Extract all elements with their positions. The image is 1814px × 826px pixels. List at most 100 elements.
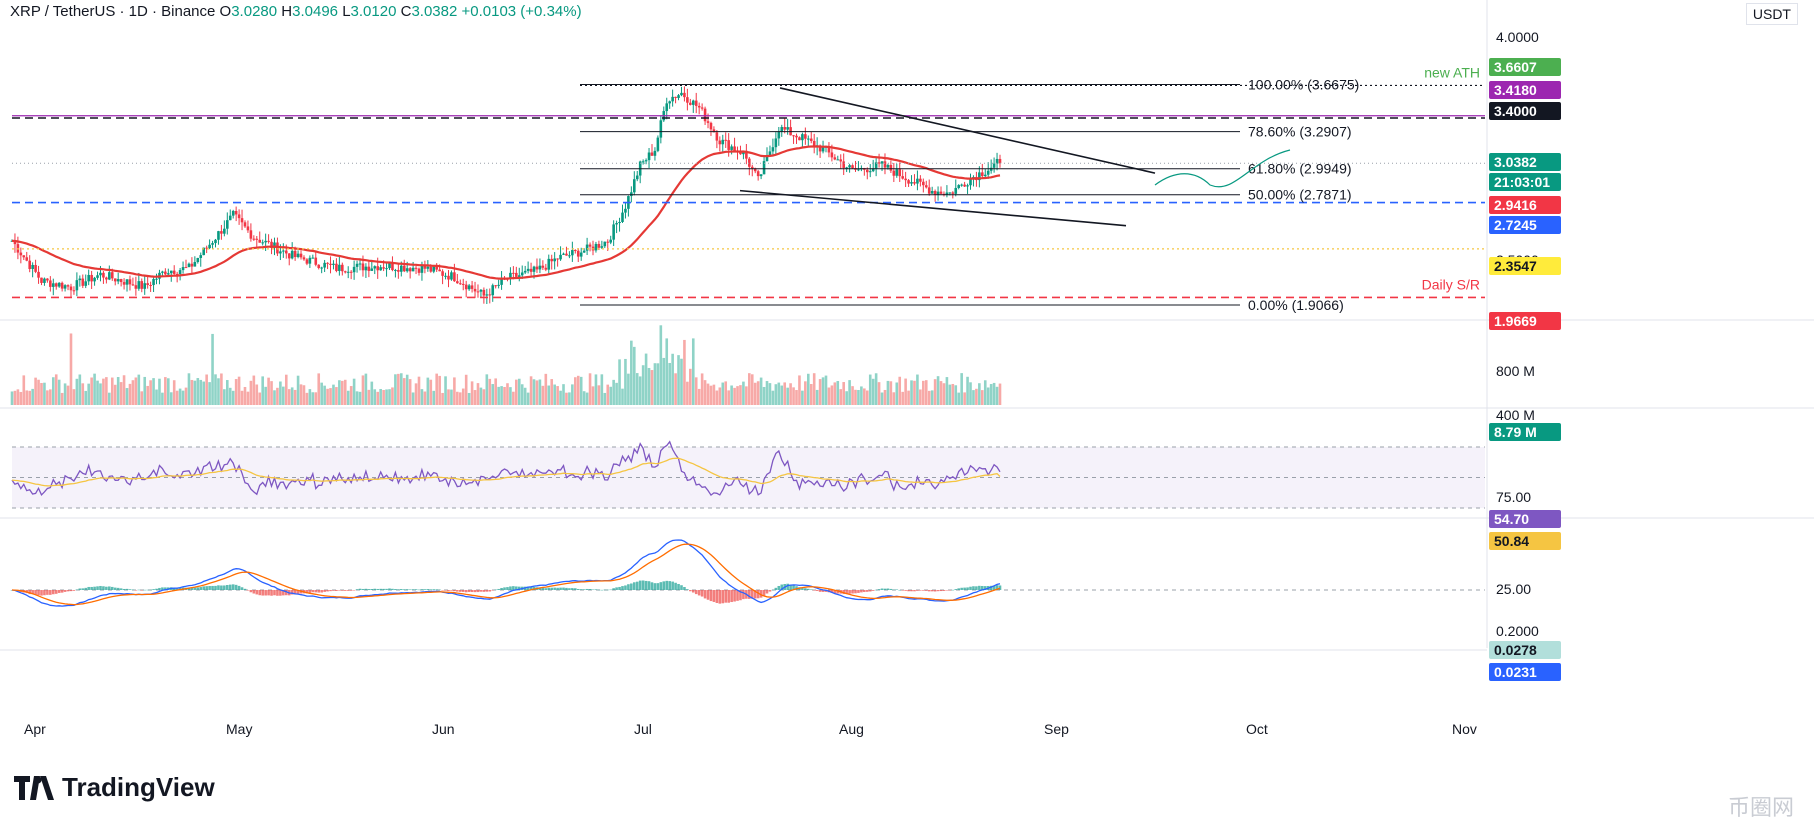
volume-bar xyxy=(352,378,356,405)
macd-signal-line xyxy=(11,543,1001,606)
macd-hist-bar xyxy=(246,590,250,591)
macd-hist-bar xyxy=(240,587,244,590)
macd-hist-bar xyxy=(149,589,152,591)
volume-bar xyxy=(90,377,93,405)
candle-body xyxy=(721,139,725,145)
tradingview-logo[interactable]: TradingView xyxy=(14,772,215,803)
macd-hist-bar xyxy=(479,590,483,592)
candle-body xyxy=(90,274,93,282)
volume-bar xyxy=(450,389,453,405)
volume-bar xyxy=(134,377,138,405)
macd-hist-bar xyxy=(677,583,680,590)
macd-hist-bar xyxy=(217,585,220,590)
macd-hist-bar xyxy=(529,587,533,590)
volume-bar xyxy=(276,387,279,405)
macd-hist-bar xyxy=(806,588,810,590)
price-label-box xyxy=(1489,102,1561,120)
macd-hist-bar xyxy=(871,590,875,591)
volume-bar xyxy=(16,389,20,405)
volume-bar xyxy=(904,378,907,405)
volume-bar xyxy=(370,381,374,405)
volume-bar xyxy=(506,383,509,405)
volume-bar xyxy=(167,378,170,405)
macd-hist-bar xyxy=(848,590,851,594)
volume-bar xyxy=(709,385,713,405)
volume-bar xyxy=(217,378,220,405)
macd-hist-bar xyxy=(75,589,79,591)
candle-body xyxy=(190,263,194,267)
volume-bar xyxy=(615,382,618,405)
candle-body xyxy=(379,267,382,271)
volume-bar xyxy=(863,388,866,405)
candle-body xyxy=(167,273,170,275)
volume-bar xyxy=(721,382,725,405)
macd-hist-bar xyxy=(874,589,878,591)
candle-body xyxy=(927,187,931,194)
macd-hist-bar xyxy=(901,590,904,591)
volume-bar xyxy=(155,389,158,405)
candle-body xyxy=(37,271,40,278)
price-label-text: 2.3547 xyxy=(1494,258,1537,274)
macd-hist-bar xyxy=(405,589,409,590)
macd-hist-bar xyxy=(927,590,931,592)
volume-bar xyxy=(771,390,775,405)
macd-hist-bar xyxy=(833,590,837,594)
volume-bar xyxy=(149,380,152,405)
volume-bar xyxy=(553,384,556,405)
volume-bar xyxy=(547,385,551,405)
macd-hist-bar xyxy=(576,588,580,590)
candle-body xyxy=(948,192,952,194)
macd-hist-bar xyxy=(237,585,241,590)
watermark: 币圈网 xyxy=(1727,795,1794,820)
volume-bar xyxy=(762,386,766,405)
volume-bar xyxy=(231,390,235,405)
volume-bar xyxy=(774,384,778,405)
candle-body xyxy=(683,92,686,98)
candle-body xyxy=(703,108,707,122)
macd-hist-bar xyxy=(609,589,612,591)
currency-button[interactable]: USDT xyxy=(1745,3,1798,25)
candle-body xyxy=(43,278,46,283)
volume-bar xyxy=(745,386,748,405)
candle-body xyxy=(258,239,262,243)
macd-hist-bar xyxy=(697,590,701,596)
candle-body xyxy=(444,275,447,277)
volume-bar xyxy=(329,388,332,405)
candle-body xyxy=(435,266,438,270)
volume-bar xyxy=(700,373,704,405)
candle-body xyxy=(438,269,441,272)
volume-bar xyxy=(125,388,129,405)
candle-body xyxy=(945,192,949,195)
candle-body xyxy=(998,158,1002,164)
volume-bar xyxy=(857,390,860,405)
candle-body xyxy=(267,240,270,242)
candle-body xyxy=(338,264,341,271)
candle-body xyxy=(485,294,489,296)
candle-body xyxy=(208,244,211,249)
candle-body xyxy=(388,263,391,269)
candle-body xyxy=(798,137,801,141)
candle-body xyxy=(697,105,701,108)
macd-hist-bar xyxy=(234,584,238,590)
volume-bar xyxy=(836,381,840,405)
macd-hist-bar xyxy=(544,588,548,590)
month-label: Sep xyxy=(1044,721,1069,737)
candle-body xyxy=(585,244,589,251)
fib-level-label: 50.00% (2.7871) xyxy=(1248,187,1352,203)
candle-body xyxy=(161,271,164,273)
volume-bar xyxy=(789,383,792,405)
volume-bar xyxy=(535,380,539,405)
candle-body xyxy=(184,267,188,269)
candle-body xyxy=(84,281,88,286)
volume-bar xyxy=(574,377,577,405)
volume-bar xyxy=(568,392,571,405)
macd-hist-bar xyxy=(84,587,88,590)
macd-hist-bar xyxy=(329,590,332,592)
volume-bar xyxy=(444,376,447,405)
volume-bar xyxy=(169,392,173,405)
volume-bar xyxy=(830,385,834,405)
macd-hist-bar xyxy=(895,589,899,590)
volume-bar xyxy=(264,386,267,405)
volume-bar xyxy=(441,392,444,405)
